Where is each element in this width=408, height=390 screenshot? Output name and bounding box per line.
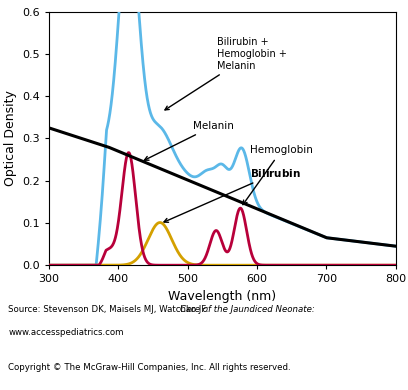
Text: Hemoglobin: Hemoglobin [243,145,313,205]
Text: www.accesspediatrics.com: www.accesspediatrics.com [8,328,124,337]
Text: Melanin: Melanin [144,121,234,160]
X-axis label: Wavelength (nm): Wavelength (nm) [168,290,277,303]
Text: Bilirubin +
Hemoglobin +
Melanin: Bilirubin + Hemoglobin + Melanin [165,37,287,110]
Text: Source: Stevenson DK, Maisels MJ, Watchko JF:: Source: Stevenson DK, Maisels MJ, Watchk… [8,305,211,314]
Text: $\mathbf{Bilirubin}$: $\mathbf{Bilirubin}$ [164,167,301,222]
Y-axis label: Optical Density: Optical Density [4,90,17,186]
Text: Care of the Jaundiced Neonate:: Care of the Jaundiced Neonate: [180,305,314,314]
Text: Copyright © The McGraw-Hill Companies, Inc. All rights reserved.: Copyright © The McGraw-Hill Companies, I… [8,363,291,372]
